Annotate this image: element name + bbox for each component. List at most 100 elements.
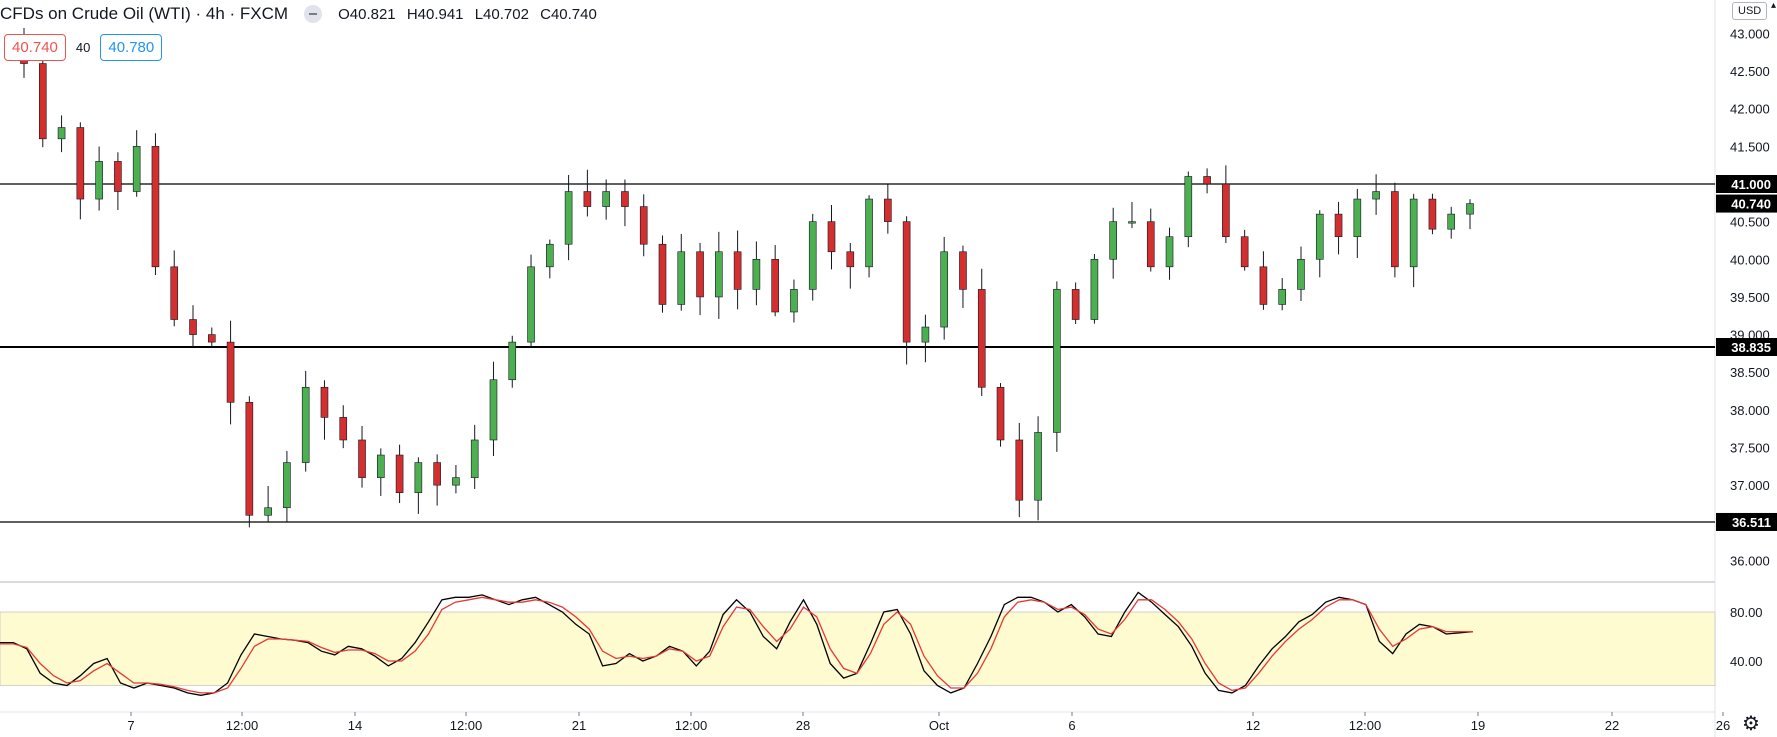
candle [283,450,291,522]
candle-body-up [865,198,873,268]
candle-body-up [1353,198,1362,238]
corner-arrow-icon: ▴ [1771,0,1777,11]
level-label: 36.511 [1732,515,1771,530]
candle [38,57,47,148]
symbol-title[interactable]: CFDs on Crude Oil (WTI) · 4h · FXCM [0,4,289,23]
candle [715,231,723,319]
candle-body-down [902,221,911,343]
spread-value: 40 [75,40,91,55]
candle [132,130,141,197]
candle-body-down [884,198,892,222]
gear-icon[interactable]: ⚙ [1742,713,1760,735]
x-tick-label: 12 [1246,718,1260,733]
candle [902,216,911,365]
candle-body-down [658,243,667,305]
candle [771,245,779,317]
candle [358,425,366,488]
x-tick-label: 12:00 [450,718,483,733]
candle [76,122,85,220]
candle-body-up [602,191,610,207]
y-tick-label: 38.000 [1730,403,1770,418]
candle-body-down [733,251,742,290]
x-tick-label: 12:00 [1349,718,1382,733]
candle [884,184,892,234]
candle-body-down [170,266,179,320]
candle-body-down [696,251,704,298]
candle-body-down [226,341,235,403]
candle [733,230,742,310]
candle-body-up [940,251,948,328]
candle-body-up [546,243,554,268]
candle-body-up [1278,289,1287,305]
candle [301,370,310,472]
candle-body-up [283,462,291,509]
candle [1165,227,1174,280]
y-tick-label: 38.500 [1730,365,1770,380]
candle-body-down [1071,289,1080,320]
level-label: 38.835 [1731,340,1771,355]
x-tick-label: 22 [1605,718,1619,733]
candle-body-down [189,319,197,335]
sell-price-button[interactable]: 40.740 [4,34,66,61]
candle-body-down [1428,198,1437,230]
candle-body-down [1222,183,1230,238]
y-tick-label: 41.500 [1730,139,1770,154]
candle [433,454,441,506]
candle [1353,188,1362,258]
low-value: L40.702 [474,5,529,23]
candle-body-down [1391,191,1399,268]
y-tick-label: 42.000 [1730,102,1770,117]
candle-body-down [977,289,986,388]
chart-header: CFDs on Crude Oil (WTI) · 4h · FXCM O40.… [0,2,604,26]
x-tick-label: 6 [1068,718,1075,733]
candle [57,115,66,153]
candle-body-up [301,386,310,463]
candle [1128,202,1136,229]
x-tick-label: 14 [348,718,362,733]
candle [808,213,817,301]
candle [1240,229,1249,271]
candle-body-down [320,386,329,418]
candle-body-down [771,258,779,313]
candle [264,485,272,523]
candle [827,204,836,270]
candle [677,234,686,311]
candle-body-down [339,417,348,441]
candle [414,457,423,514]
candle [1184,171,1193,248]
x-tick-label: 21 [572,718,586,733]
candle-body-up [95,161,103,200]
candle [527,254,535,348]
candle [395,444,404,504]
stoch-d-line [0,596,1473,694]
currency-button[interactable]: USD [1732,2,1768,20]
candle [996,383,1005,447]
candle-body-down [846,251,855,268]
level-label-bg [1716,175,1777,193]
level-label-bg [1716,512,1777,531]
level-label: 41.000 [1731,177,1771,192]
level-label-bg [1716,338,1777,356]
candle [320,380,329,440]
candle-body-down [639,206,648,245]
candle-body-down [38,63,47,140]
y-tick-label: 42.500 [1730,64,1770,79]
candle [959,245,967,309]
minus-circle-icon[interactable] [304,5,323,23]
candle-body-down [959,251,967,290]
candle [1428,193,1437,235]
candle [977,268,986,397]
quote-row: 40.740 40 40.780 [4,34,163,61]
last-price-label: 40.740 [1731,197,1771,212]
candle-body-up [132,146,141,192]
candle-body-up [790,289,798,313]
candle-body-up [1034,432,1042,501]
candle [621,179,629,227]
candle-body-down [114,161,122,192]
candle [1297,246,1305,301]
y-tick-label: 37.500 [1730,441,1770,456]
buy-price-button[interactable]: 40.780 [100,34,163,61]
candle [752,241,761,306]
candle [1278,278,1287,311]
